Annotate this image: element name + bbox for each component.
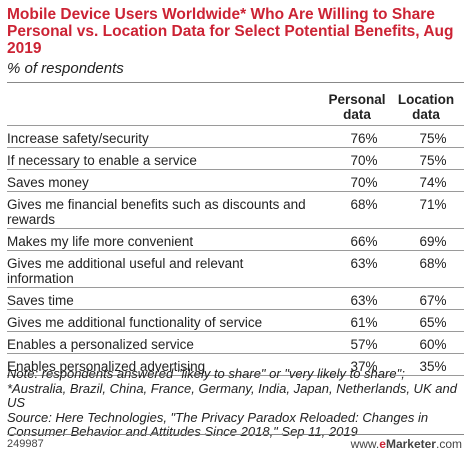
table-row: Increase safety/security 76% 75% — [7, 125, 464, 147]
chart-title: Mobile Device Users Worldwide* Who Are W… — [7, 6, 454, 57]
personal-data-value: 66% — [350, 234, 378, 249]
brand-suffix: .com — [435, 437, 462, 451]
personal-data-value: 61% — [350, 315, 378, 330]
row-label: Saves money — [7, 175, 89, 190]
location-data-value: 65% — [419, 315, 447, 330]
column-header-location: Location data — [397, 92, 455, 122]
brand-logo[interactable]: www.eMarketer.com — [351, 437, 462, 451]
data-table: Increase safety/security 76% 75% If necessa… — [7, 125, 464, 376]
footer-divider — [7, 434, 464, 435]
chart-id: 249987 — [7, 438, 44, 450]
note-text: Note: respondents answered "likely to sh… — [7, 366, 457, 410]
table-row: If necessary to enable a service 70% 75% — [7, 147, 464, 169]
column-header-personal: Personal data — [328, 92, 386, 122]
location-data-value: 67% — [419, 293, 447, 308]
table-bottom-divider — [7, 375, 464, 376]
location-data-value: 75% — [419, 131, 447, 146]
personal-data-value: 68% — [350, 197, 378, 212]
location-data-value: 74% — [419, 175, 447, 190]
brand-e: e — [379, 437, 386, 451]
table-row: Saves time 63% 67% — [7, 287, 464, 309]
location-data-value: 60% — [419, 337, 447, 352]
row-label: Saves time — [7, 293, 74, 308]
source-text: Source: Here Technologies, "The Privacy … — [7, 409, 429, 439]
location-data-value: 75% — [419, 153, 447, 168]
personal-data-value: 63% — [350, 293, 378, 308]
personal-data-value: 63% — [350, 256, 378, 271]
table-row: Gives me additional functionality of ser… — [7, 309, 464, 331]
table-row: Gives me financial benefits such as disc… — [7, 191, 464, 228]
row-label: Enables a personalized service — [7, 337, 194, 352]
location-data-value: 71% — [419, 197, 447, 212]
personal-data-value: 70% — [350, 153, 378, 168]
notes-block: Note: respondents answered "likely to sh… — [7, 366, 465, 440]
table-row: Gives me additional useful and relevant … — [7, 250, 464, 287]
table-row: Enables personalized advertising 37% 35% — [7, 353, 464, 375]
brand-prefix: www. — [350, 437, 380, 451]
row-label: Gives me financial benefits such as disc… — [7, 197, 306, 227]
location-data-value: 35% — [419, 359, 447, 374]
row-label: Gives me additional useful and relevant … — [7, 256, 244, 286]
row-label: Enables personalized advertising — [7, 359, 206, 374]
personal-data-value: 70% — [350, 175, 378, 190]
chart-subtitle: % of respondents — [7, 60, 124, 77]
header-divider — [7, 82, 464, 83]
row-label: Makes my life more convenient — [7, 234, 194, 249]
personal-data-value: 76% — [350, 131, 378, 146]
location-data-value: 68% — [419, 256, 447, 271]
personal-data-value: 57% — [350, 337, 378, 352]
personal-data-value: 37% — [350, 359, 378, 374]
row-label: If necessary to enable a service — [7, 153, 197, 168]
table-row: Saves money 70% 74% — [7, 169, 464, 191]
row-label: Increase safety/security — [7, 131, 149, 146]
table-row: Makes my life more convenient 66% 69% — [7, 228, 464, 250]
location-data-value: 69% — [419, 234, 447, 249]
row-label: Gives me additional functionality of ser… — [7, 315, 263, 330]
brand-name: Marketer — [385, 437, 436, 451]
table-row: Enables a personalized service 57% 60% — [7, 331, 464, 353]
